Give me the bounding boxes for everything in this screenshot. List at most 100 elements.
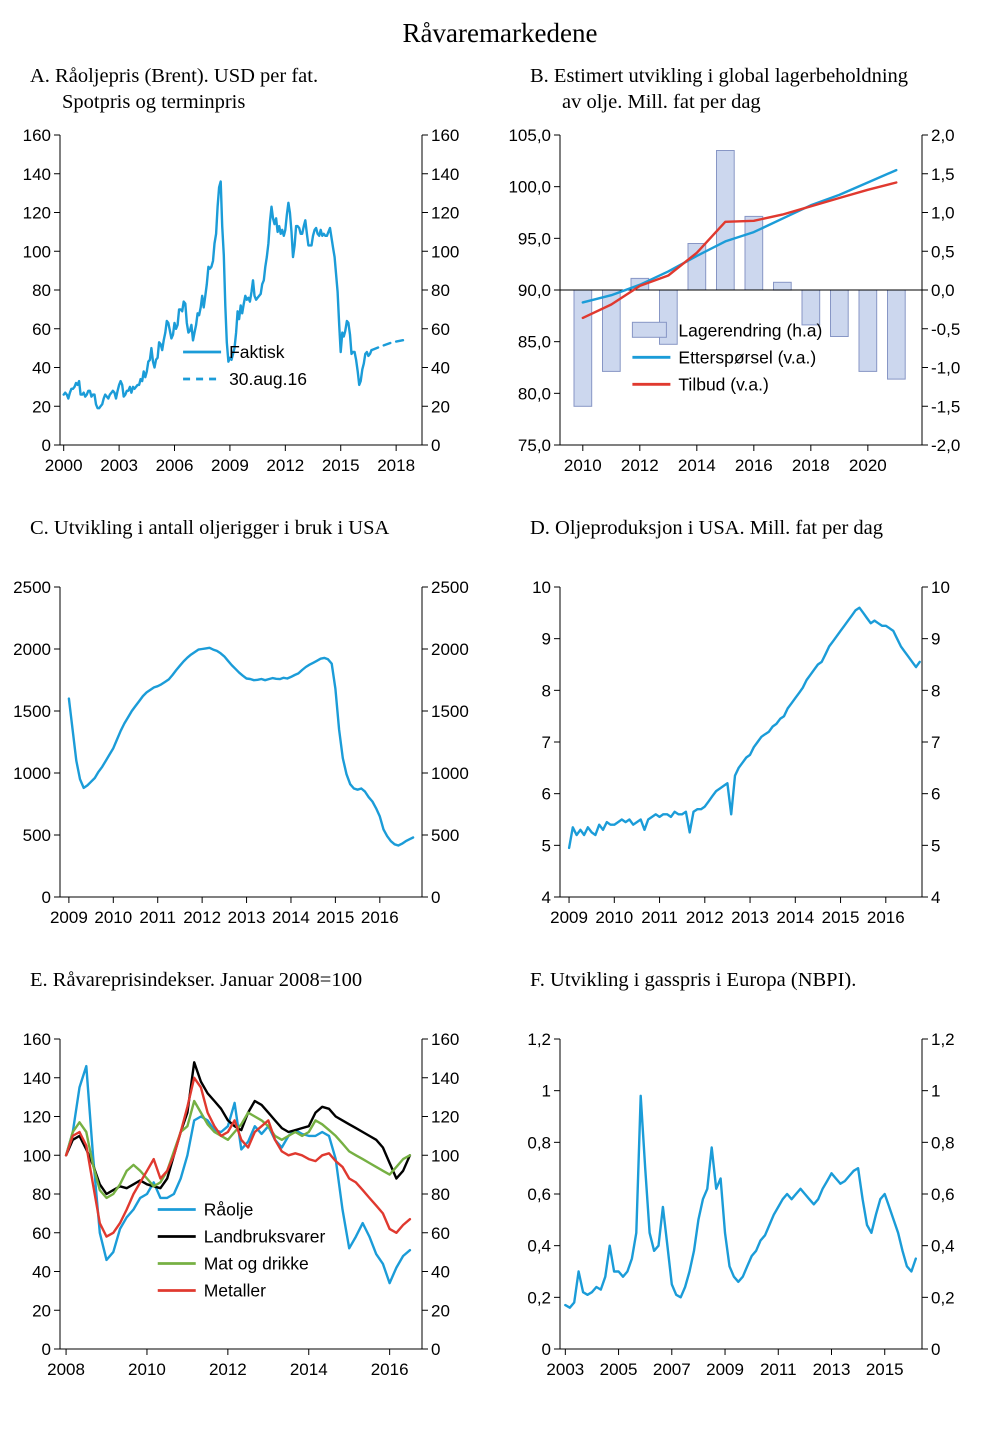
- tick-label: 2012: [209, 1360, 247, 1379]
- tick-label: 1000: [13, 764, 51, 783]
- panel-d-title: D. Oljeproduksjon i USA. Mill. fat per d…: [530, 517, 884, 539]
- figure-ravaremarkedene: Råvaremarkedene A. Råoljepris (Brent). U…: [0, 18, 1000, 1385]
- tick-label: 1,0: [931, 204, 955, 223]
- tick-label: 160: [431, 1030, 459, 1049]
- tick-label: 2014: [272, 908, 310, 927]
- bar: [744, 215, 764, 291]
- tick-label: 2010: [595, 908, 633, 927]
- bar: [573, 289, 593, 407]
- tick-label: 100,0: [508, 178, 551, 197]
- tick-label: 40: [431, 1263, 450, 1282]
- panel-a-title: A. Råoljepris (Brent). USD per fat.: [30, 65, 319, 87]
- panel-d-title-spacer: [506, 541, 996, 567]
- tick-label: 60: [431, 1224, 450, 1243]
- tick-label: 2013: [228, 908, 266, 927]
- panel-f: F. Utvikling i gasspris i Europa (NBPI).…: [500, 967, 1000, 1385]
- tick-label: 1: [931, 1082, 940, 1101]
- data-series-3: [64, 1076, 412, 1238]
- tick-label: 140: [23, 1069, 51, 1088]
- tick-label: 80: [32, 281, 51, 300]
- tick-label: 0: [542, 1340, 551, 1359]
- panel-e-title-spacer: [6, 993, 496, 1019]
- bar: [773, 281, 792, 291]
- chart-f-gas-price: 0 0,2 0,4 0,6 0,8 1 1,2 0 0,2 0,4 0,6 0,8 1 1,2 2003 20…: [527, 1030, 955, 1379]
- tick-label: 0: [42, 1340, 51, 1359]
- tick-label: 0: [42, 436, 51, 455]
- tick-label: 1,2: [931, 1030, 955, 1049]
- tick-label: 100: [431, 242, 459, 261]
- tick-label: 2009: [50, 908, 88, 927]
- tick-label: 4: [931, 888, 940, 907]
- tick-label: 2014: [776, 908, 814, 927]
- data-series-1: [581, 181, 898, 320]
- chart-d-us-oil-production: 4 5 6 7 8 9 10 4 5 6 7 8 9 10 2009 2010 2011 2012 2013 2014…: [532, 578, 950, 927]
- data-series-0: [67, 646, 415, 847]
- panel-d: D. Oljeproduksjon i USA. Mill. fat per d…: [500, 515, 1000, 933]
- tick-label: 160: [23, 1030, 51, 1049]
- tick-label: 2000: [45, 456, 83, 475]
- tick-label: 2,0: [931, 126, 955, 145]
- tick-label: 2000: [13, 640, 51, 659]
- panel-c: C. Utvikling i antall oljerigger i bruk …: [0, 515, 500, 933]
- tick-label: 120: [431, 1108, 459, 1127]
- bar: [887, 289, 906, 380]
- tick-label: 2015: [822, 908, 860, 927]
- tick-label: 500: [431, 826, 459, 845]
- tick-label: 0,2: [931, 1288, 955, 1307]
- tick-label: 7: [931, 733, 940, 752]
- chart-c-oil-rigs: 0 500 1000 1500 2000 2500 0 500 1000 1500 2000 2500…: [13, 578, 469, 927]
- tick-label: 10: [532, 578, 551, 597]
- tick-label: 60: [32, 1224, 51, 1243]
- legend-label: Etterspørsel (v.a.): [678, 347, 816, 367]
- tick-label: 20: [32, 1301, 51, 1320]
- tick-label: 5: [542, 836, 551, 855]
- tick-label: 90,0: [518, 281, 551, 300]
- panel-e: E. Råvareprisindekser. Januar 2008=100 0…: [0, 967, 500, 1385]
- tick-label: 2010: [564, 456, 602, 475]
- tick-label: 2009: [211, 456, 249, 475]
- tick-label: 105,0: [508, 126, 551, 145]
- tick-label: 2008: [47, 1360, 85, 1379]
- tick-label: 6: [542, 785, 551, 804]
- tick-label: 0,6: [527, 1185, 551, 1204]
- tick-label: 60: [32, 320, 51, 339]
- legend-label: Råolje: [204, 1200, 254, 1220]
- panel-f-title-spacer: [506, 993, 996, 1019]
- tick-label: 2012: [621, 456, 659, 475]
- tick-label: 2500: [431, 578, 469, 597]
- tick-label: 100: [23, 1146, 51, 1165]
- tick-label: -1,5: [931, 397, 960, 416]
- tick-label: 2016: [371, 1360, 409, 1379]
- tick-label: 85,0: [518, 333, 551, 352]
- tick-label: 2013: [813, 1360, 851, 1379]
- tick-label: -2,0: [931, 436, 960, 455]
- panel-a: A. Råoljepris (Brent). USD per fat. Spot…: [0, 63, 500, 481]
- tick-label: 120: [23, 204, 51, 223]
- panel-b-subtitle: av olje. Mill. fat per dag: [562, 91, 761, 113]
- tick-label: 9: [931, 630, 940, 649]
- legend-label: 30.aug.16: [229, 369, 307, 389]
- chart-e-commodity-indices: 0 20 40 60 80 100 120 140 160 0 20 40 60 80 100 120 140 1…: [23, 1030, 460, 1379]
- tick-label: 1000: [431, 764, 469, 783]
- panel-c-title-spacer: [6, 541, 496, 567]
- tick-label: 9: [542, 630, 551, 649]
- bar: [830, 289, 849, 337]
- tick-label: 6: [931, 785, 940, 804]
- legend-label: Metaller: [204, 1281, 266, 1301]
- tick-label: 120: [431, 204, 459, 223]
- data-series-0: [564, 1094, 917, 1309]
- legend-label: Lagerendring (h.a): [678, 320, 822, 340]
- tick-label: 2500: [13, 578, 51, 597]
- tick-label: 0,2: [527, 1288, 551, 1307]
- tick-label: 0,0: [931, 281, 955, 300]
- tick-label: 2011: [760, 1360, 797, 1379]
- panel-c-title: C. Utvikling i antall oljerigger i bruk …: [30, 517, 390, 539]
- tick-label: 2012: [183, 908, 221, 927]
- tick-label: 8: [931, 681, 940, 700]
- legend-label: Mat og drikke: [204, 1254, 309, 1274]
- panel-a-subtitle: Spotpris og terminpris: [62, 91, 246, 113]
- tick-label: 2012: [266, 456, 304, 475]
- tick-label: 20: [431, 1301, 450, 1320]
- tick-label: 1,5: [931, 165, 955, 184]
- tick-label: 0,8: [527, 1133, 551, 1152]
